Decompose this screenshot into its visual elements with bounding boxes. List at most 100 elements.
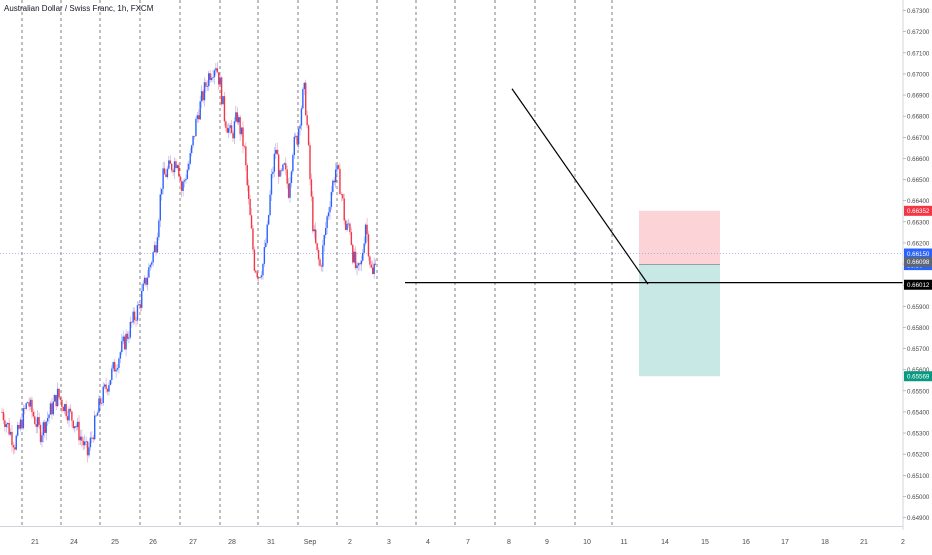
candle-body xyxy=(106,388,109,392)
candle-body xyxy=(343,198,345,221)
time-tick-label: 26 xyxy=(149,539,157,546)
time-tick-label: 2 xyxy=(348,539,352,546)
price-tick-label: 0.65100 xyxy=(907,473,930,480)
candle-body xyxy=(175,161,177,169)
candle-body xyxy=(374,263,377,265)
time-tick-label: 31 xyxy=(267,539,275,546)
candle-body xyxy=(240,127,243,135)
candle-body xyxy=(242,127,244,147)
candle-body xyxy=(39,424,42,443)
candle-body xyxy=(185,178,187,181)
candle-body xyxy=(342,194,344,199)
candle-body xyxy=(162,168,164,189)
stop-loss-zone[interactable] xyxy=(639,210,720,265)
support-price-badge xyxy=(904,279,932,290)
price-tick-label: 0.65300 xyxy=(907,431,930,438)
time-tick-label: 28 xyxy=(228,539,236,546)
candle-body xyxy=(26,402,29,404)
candle-body xyxy=(146,277,149,285)
candle-body xyxy=(86,441,89,456)
candle-body xyxy=(195,118,197,137)
candle-body xyxy=(235,112,237,122)
candle-body xyxy=(76,421,79,428)
candle-body xyxy=(11,431,13,446)
candle-body xyxy=(200,91,203,102)
candle-body xyxy=(28,402,30,407)
candle-body xyxy=(139,304,142,308)
price-tick-label: 0.66700 xyxy=(907,135,930,142)
price-tick-label: 0.67000 xyxy=(907,71,930,78)
candle-body xyxy=(246,165,248,186)
candle-body xyxy=(81,436,83,441)
candle-body xyxy=(56,388,59,407)
candle-body xyxy=(170,163,173,171)
current-price-label: 0.66150 xyxy=(907,251,930,258)
candle-body xyxy=(12,445,15,448)
candle-body xyxy=(48,414,50,419)
candle-body xyxy=(373,263,375,275)
time-tick-label: 11 xyxy=(620,539,627,546)
price-axis-background xyxy=(903,0,932,550)
candle-body xyxy=(49,403,52,415)
candle-body xyxy=(153,245,156,253)
price-tick-label: 0.66600 xyxy=(907,156,930,163)
candle-body xyxy=(352,244,354,263)
time-tick-label: 10 xyxy=(583,539,591,546)
candle-body xyxy=(126,333,129,339)
descending-trendline[interactable] xyxy=(511,88,649,285)
candle-body xyxy=(168,160,170,169)
candle-body xyxy=(255,270,257,273)
candle-body xyxy=(266,224,268,243)
candle-body xyxy=(31,399,33,413)
candle-body xyxy=(173,161,176,173)
candle-body xyxy=(256,272,258,278)
candle-body xyxy=(218,72,220,85)
price-tick-label: 0.65400 xyxy=(907,409,930,416)
candle-body xyxy=(165,174,167,178)
candle-body xyxy=(189,153,191,164)
price-tick-label: 0.65800 xyxy=(907,325,930,332)
candle-body xyxy=(54,395,56,402)
candle-body xyxy=(306,115,308,126)
candle-body xyxy=(212,77,214,78)
candle-body xyxy=(346,223,348,230)
time-tick-label: 14 xyxy=(661,539,669,546)
candle-body xyxy=(225,121,227,128)
candle-body xyxy=(1,411,3,413)
candle-body xyxy=(16,424,19,436)
price-tick-label: 0.67200 xyxy=(907,29,930,36)
candle-body xyxy=(136,305,139,321)
candle-body xyxy=(273,153,276,172)
candle-body xyxy=(366,224,368,235)
candle-body xyxy=(78,421,80,441)
time-tick-label: 15 xyxy=(701,539,709,546)
candle-body xyxy=(305,82,307,116)
candle-body xyxy=(129,321,132,338)
candle-body xyxy=(220,77,223,105)
candle-body xyxy=(178,165,180,177)
candle-body xyxy=(205,82,207,87)
candle-body xyxy=(208,73,210,87)
current-price-badge xyxy=(904,248,932,259)
candle-body xyxy=(148,267,150,278)
price-tick-label: 0.66800 xyxy=(907,114,930,121)
candle-body xyxy=(349,223,351,233)
candle-body xyxy=(296,135,298,145)
candle-body xyxy=(128,337,130,339)
candle-body xyxy=(307,125,310,146)
candle-body xyxy=(216,68,219,73)
candle-body xyxy=(64,404,66,412)
price-tick-label: 0.65600 xyxy=(907,367,930,374)
candle-body xyxy=(319,259,321,266)
candle-body xyxy=(123,336,126,350)
candle-body xyxy=(152,252,154,263)
candle-body xyxy=(239,117,241,135)
take-profit-zone[interactable] xyxy=(639,264,720,377)
candle-body xyxy=(233,121,236,139)
candle-body xyxy=(19,419,22,429)
time-tick-label: 24 xyxy=(70,539,78,546)
candle-body xyxy=(188,163,190,170)
candle-body xyxy=(65,404,67,417)
